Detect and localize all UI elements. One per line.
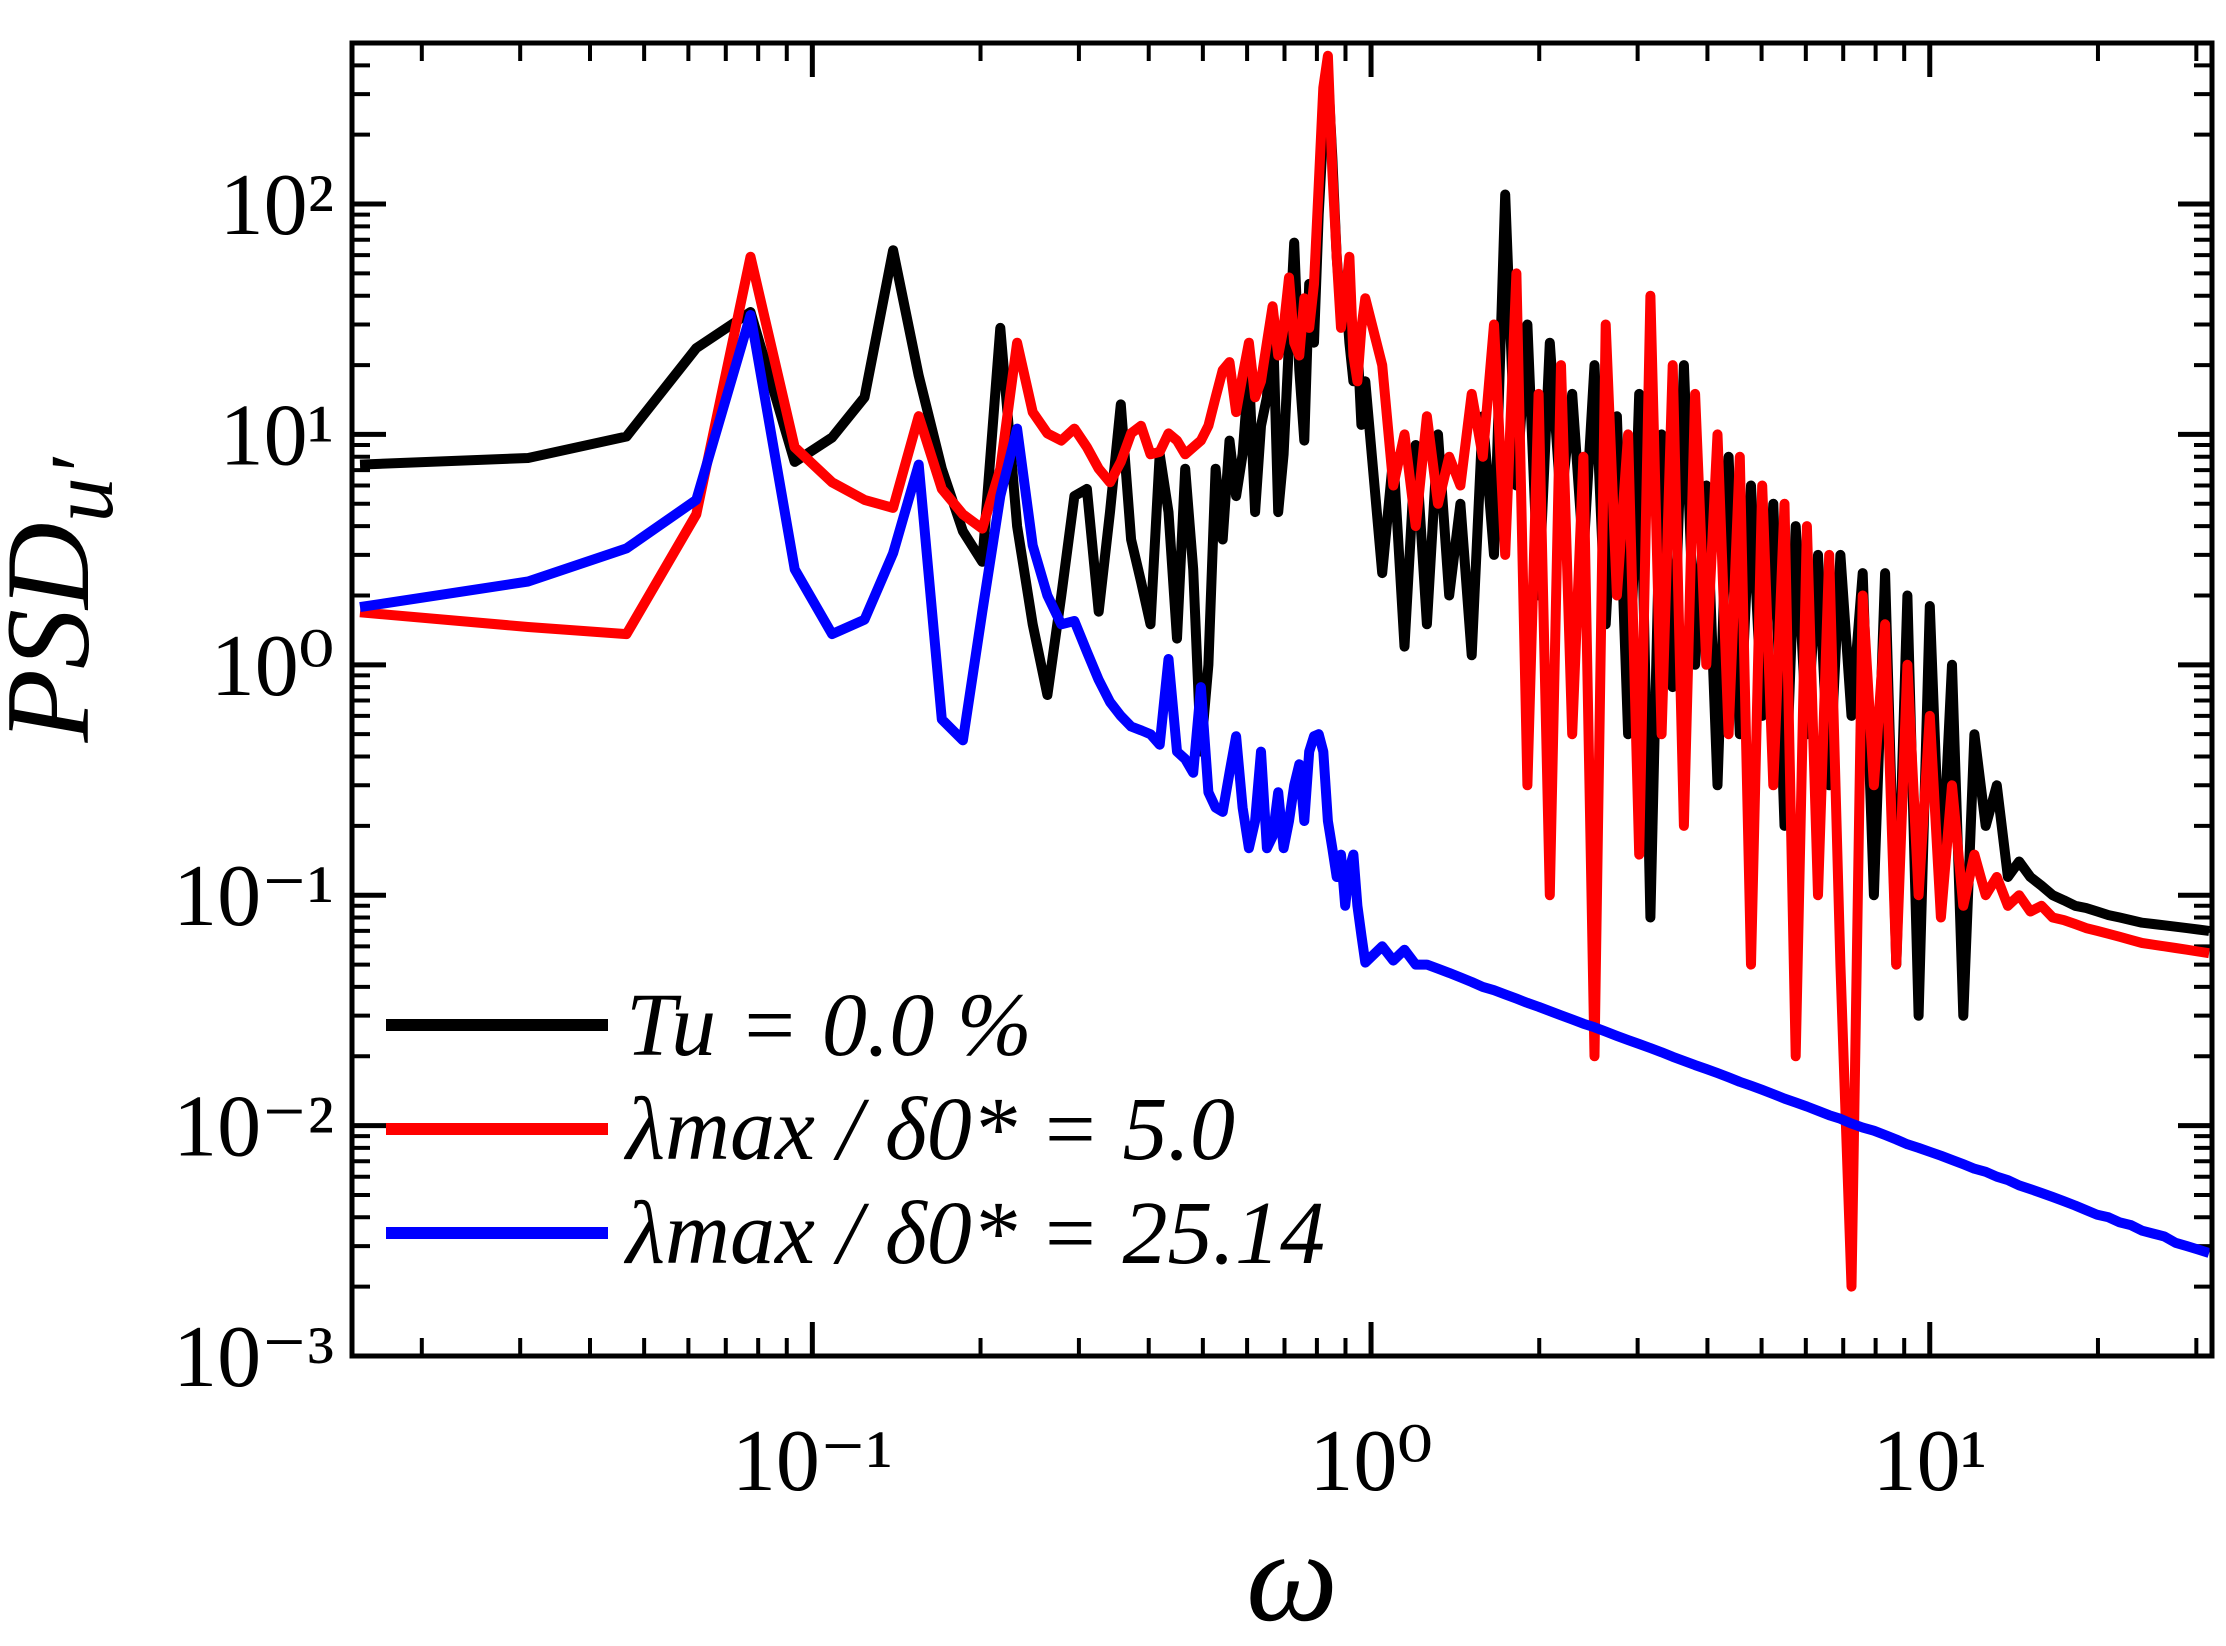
- series-line: [359, 310, 2211, 1258]
- x-axis-label: ω: [1246, 1505, 1338, 1646]
- y-tick-label: 10²: [220, 157, 334, 254]
- y-tick-label: 10⁻²: [173, 1079, 334, 1176]
- plot-frame: [349, 40, 2215, 1359]
- x-tick-label: 10⁰: [1309, 1413, 1432, 1510]
- y-axis-label-sub: u′: [33, 456, 132, 522]
- plot-lines: [359, 50, 2211, 1292]
- y-tick-label: 10¹: [220, 387, 334, 484]
- y-tick-label: 10⁻³: [173, 1309, 334, 1406]
- legend-label: Tu = 0.0 %: [626, 976, 1032, 1075]
- legend-label: λmax / δ0* = 25.14: [623, 1184, 1325, 1283]
- legend-label: λmax / δ0* = 5.0: [623, 1080, 1235, 1179]
- x-tick-label: 10⁻¹: [732, 1413, 893, 1510]
- x-tick-label: 10¹: [1873, 1413, 1987, 1510]
- y-axis-label-main: PSD: [0, 522, 114, 743]
- y-axis-label: PSDu′: [0, 456, 132, 743]
- y-tick-label: 10⁰: [211, 618, 334, 715]
- series-line: [359, 50, 2210, 1292]
- series-line: [359, 68, 2210, 1021]
- y-tick-label: 10⁻¹: [173, 848, 334, 945]
